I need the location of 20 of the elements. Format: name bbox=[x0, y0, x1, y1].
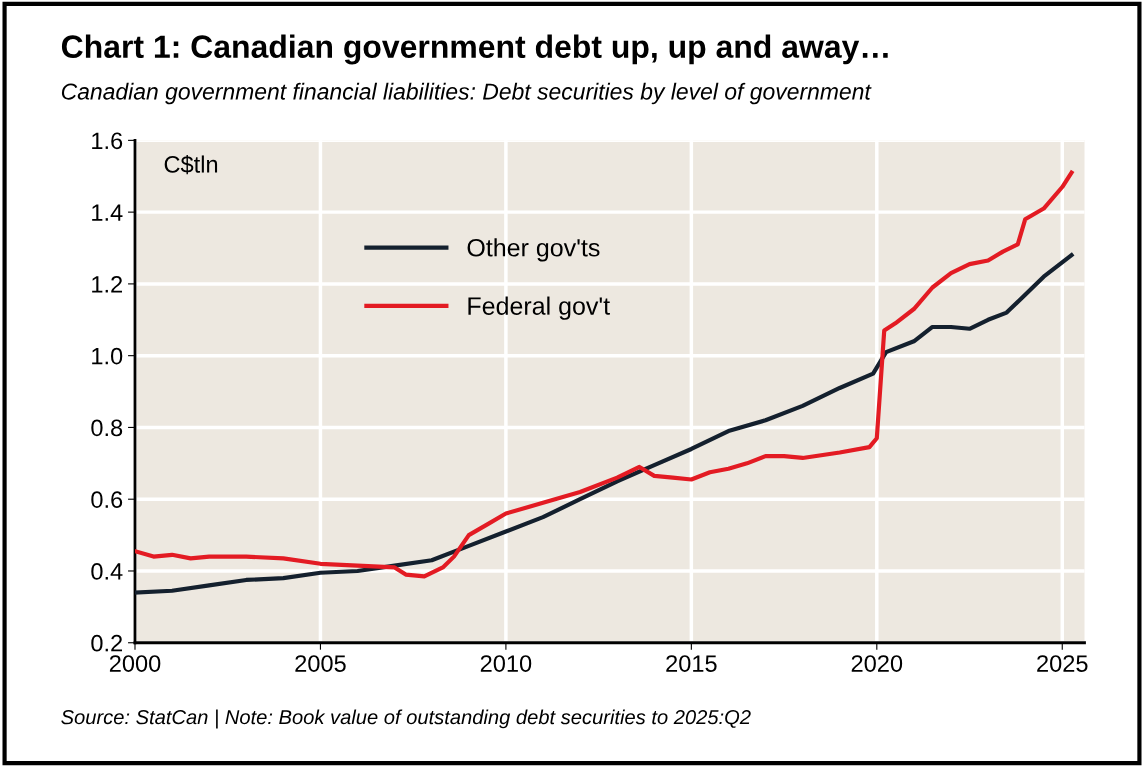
x-tick-label: 2005 bbox=[295, 655, 346, 672]
y-tick-label: 1.4 bbox=[92, 204, 123, 221]
legend-label: Other gov'ts bbox=[467, 238, 600, 262]
legend-label: Federal gov't bbox=[468, 296, 610, 320]
source-note: Source: StatCan | Note: Book value of outstanding debt securities to 2025:Q2 bbox=[61, 709, 751, 729]
x-tick-label: 2010 bbox=[480, 655, 532, 672]
y-axis-title: C$tln bbox=[164, 155, 218, 175]
chart-subtitle: Canadian government financial liabilities: Debt securities by level of government bbox=[61, 82, 872, 105]
x-tick-label: 2000 bbox=[109, 655, 161, 672]
y-tick-label: 0.4 bbox=[91, 563, 123, 580]
y-tick-label: 1.2 bbox=[92, 275, 122, 293]
y-tick-label: 1.0 bbox=[92, 347, 123, 365]
x-tick-label: 2025 bbox=[1037, 655, 1088, 672]
y-tick-label: 1.6 bbox=[92, 132, 123, 150]
y-tick-label: 0.8 bbox=[91, 419, 123, 437]
chart-title: Chart 1: Canadian government debt up, up and away… bbox=[61, 34, 888, 65]
x-tick-label: 2015 bbox=[666, 655, 717, 672]
x-tick-label: 2020 bbox=[851, 655, 903, 672]
y-tick-label: 0.6 bbox=[91, 491, 123, 508]
y-tick-label: 0.2 bbox=[91, 634, 122, 652]
